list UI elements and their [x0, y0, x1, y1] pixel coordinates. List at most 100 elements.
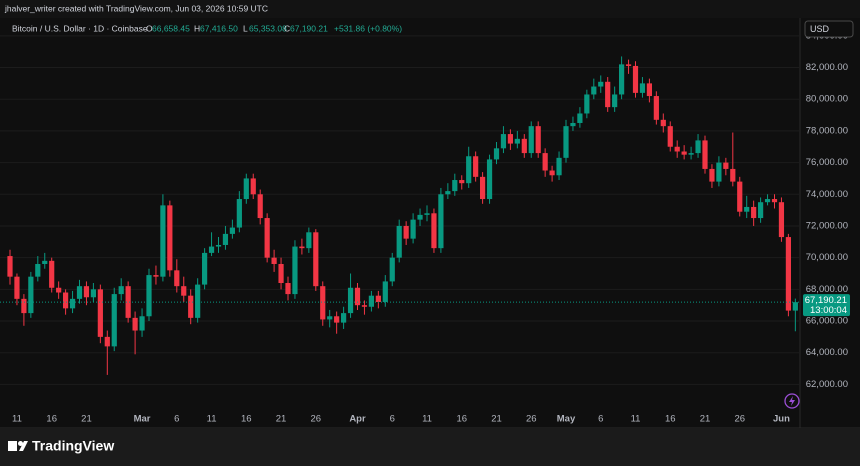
currency: USD [810, 24, 830, 34]
candle-body [181, 286, 187, 296]
candle-body [445, 191, 451, 195]
candle-body [709, 168, 715, 182]
x-tick-label: 11 [12, 414, 22, 425]
candle-body [466, 156, 472, 184]
candle-body [730, 168, 736, 182]
candle-body [250, 178, 256, 195]
candle-body [146, 275, 152, 317]
candle-body [361, 305, 368, 307]
candle-body [598, 81, 604, 87]
candle-body [591, 86, 597, 95]
currency-box [804, 20, 854, 38]
candle-body [549, 170, 555, 176]
footer [0, 428, 860, 466]
candle-body [417, 214, 423, 220]
candle-body [215, 244, 222, 247]
y-tick-label: 80,000.00 [806, 94, 848, 105]
candle-body [104, 336, 110, 347]
last-price-label: 67,190.21 [805, 295, 847, 306]
y-tick-label: 64,000.00 [806, 347, 848, 358]
candle-body [278, 263, 284, 284]
candle-body [334, 316, 340, 323]
legend-key: O [146, 23, 153, 33]
x-tick-label: 16 [241, 414, 252, 425]
candle-body [493, 148, 500, 160]
brand: TradingView [32, 438, 114, 454]
candle-body [688, 153, 694, 155]
candle-body [625, 64, 632, 66]
candle-body [188, 295, 194, 318]
candle-body [723, 162, 729, 169]
candle-body [577, 113, 583, 123]
x-tick-label: 26 [734, 414, 745, 425]
candle-body [778, 202, 785, 238]
candle-body [785, 237, 791, 311]
candle-body [563, 126, 569, 158]
candle-body [737, 181, 743, 212]
candle-body [521, 138, 527, 154]
candle-body [674, 146, 680, 152]
candle-body [49, 260, 55, 288]
candle-body [486, 159, 493, 200]
y-tick-label: 66,000.00 [806, 316, 848, 327]
candle-body [681, 151, 687, 155]
y-tick-label: 68,000.00 [806, 284, 848, 295]
candle-body [639, 83, 646, 93]
candle-body [118, 286, 124, 295]
legend-key: C [284, 23, 290, 33]
candle-body [313, 232, 319, 287]
candle-body [285, 283, 291, 295]
x-tick-label: 6 [174, 414, 179, 425]
candle-body [653, 96, 659, 120]
grid [0, 35, 800, 385]
y-tick-label: 78,000.00 [806, 125, 848, 136]
candle-body [139, 316, 145, 331]
candle-body [605, 81, 611, 108]
candle-body [500, 134, 507, 149]
candle-body [584, 94, 590, 114]
x-tick-label: 21 [491, 414, 502, 425]
candle-body [632, 65, 639, 93]
candle-body [556, 157, 562, 176]
x-tick-label: 6 [598, 414, 603, 425]
candle-body [459, 180, 465, 184]
candle-body [14, 276, 20, 299]
x-tick-label: 16 [456, 414, 467, 425]
candle-body [382, 281, 388, 303]
y-tick-label: 72,000.00 [806, 220, 848, 231]
candle-body [612, 94, 618, 108]
candle-body [320, 286, 326, 320]
y-tick-label: 62,000.00 [806, 379, 848, 390]
top-strip [0, 0, 860, 18]
candle-body [702, 140, 708, 169]
candle-body [299, 246, 305, 249]
candle-body [83, 286, 90, 298]
candle-body [431, 213, 437, 249]
candle-body [375, 295, 381, 303]
candle-body [660, 119, 666, 127]
candle-body [570, 122, 576, 127]
chart-title: Bitcoin / U.S. Dollar · 1D · Coinbase [12, 23, 148, 33]
candle-body [21, 298, 27, 314]
candle-body [514, 138, 520, 144]
replay-icon[interactable] [784, 393, 800, 409]
candle-body [758, 202, 764, 219]
last-price-box [803, 294, 850, 317]
y-tick-label: 70,000.00 [806, 252, 848, 263]
countdown: 13:00:04 [810, 305, 847, 316]
candle-body [528, 126, 534, 154]
candle-body [111, 294, 117, 347]
candle-body [410, 219, 416, 239]
x-tick-label: 26 [311, 414, 322, 425]
candle-body [7, 256, 13, 277]
candle-body [403, 225, 409, 239]
candle-body [507, 134, 513, 144]
candle-body [69, 298, 76, 309]
candle-body [35, 263, 41, 277]
candle-body [646, 83, 652, 97]
legend-value: 67,190.21 [290, 23, 328, 33]
candle-body [292, 246, 298, 295]
x-tick-label: May [557, 414, 576, 425]
candle-body [764, 199, 771, 203]
